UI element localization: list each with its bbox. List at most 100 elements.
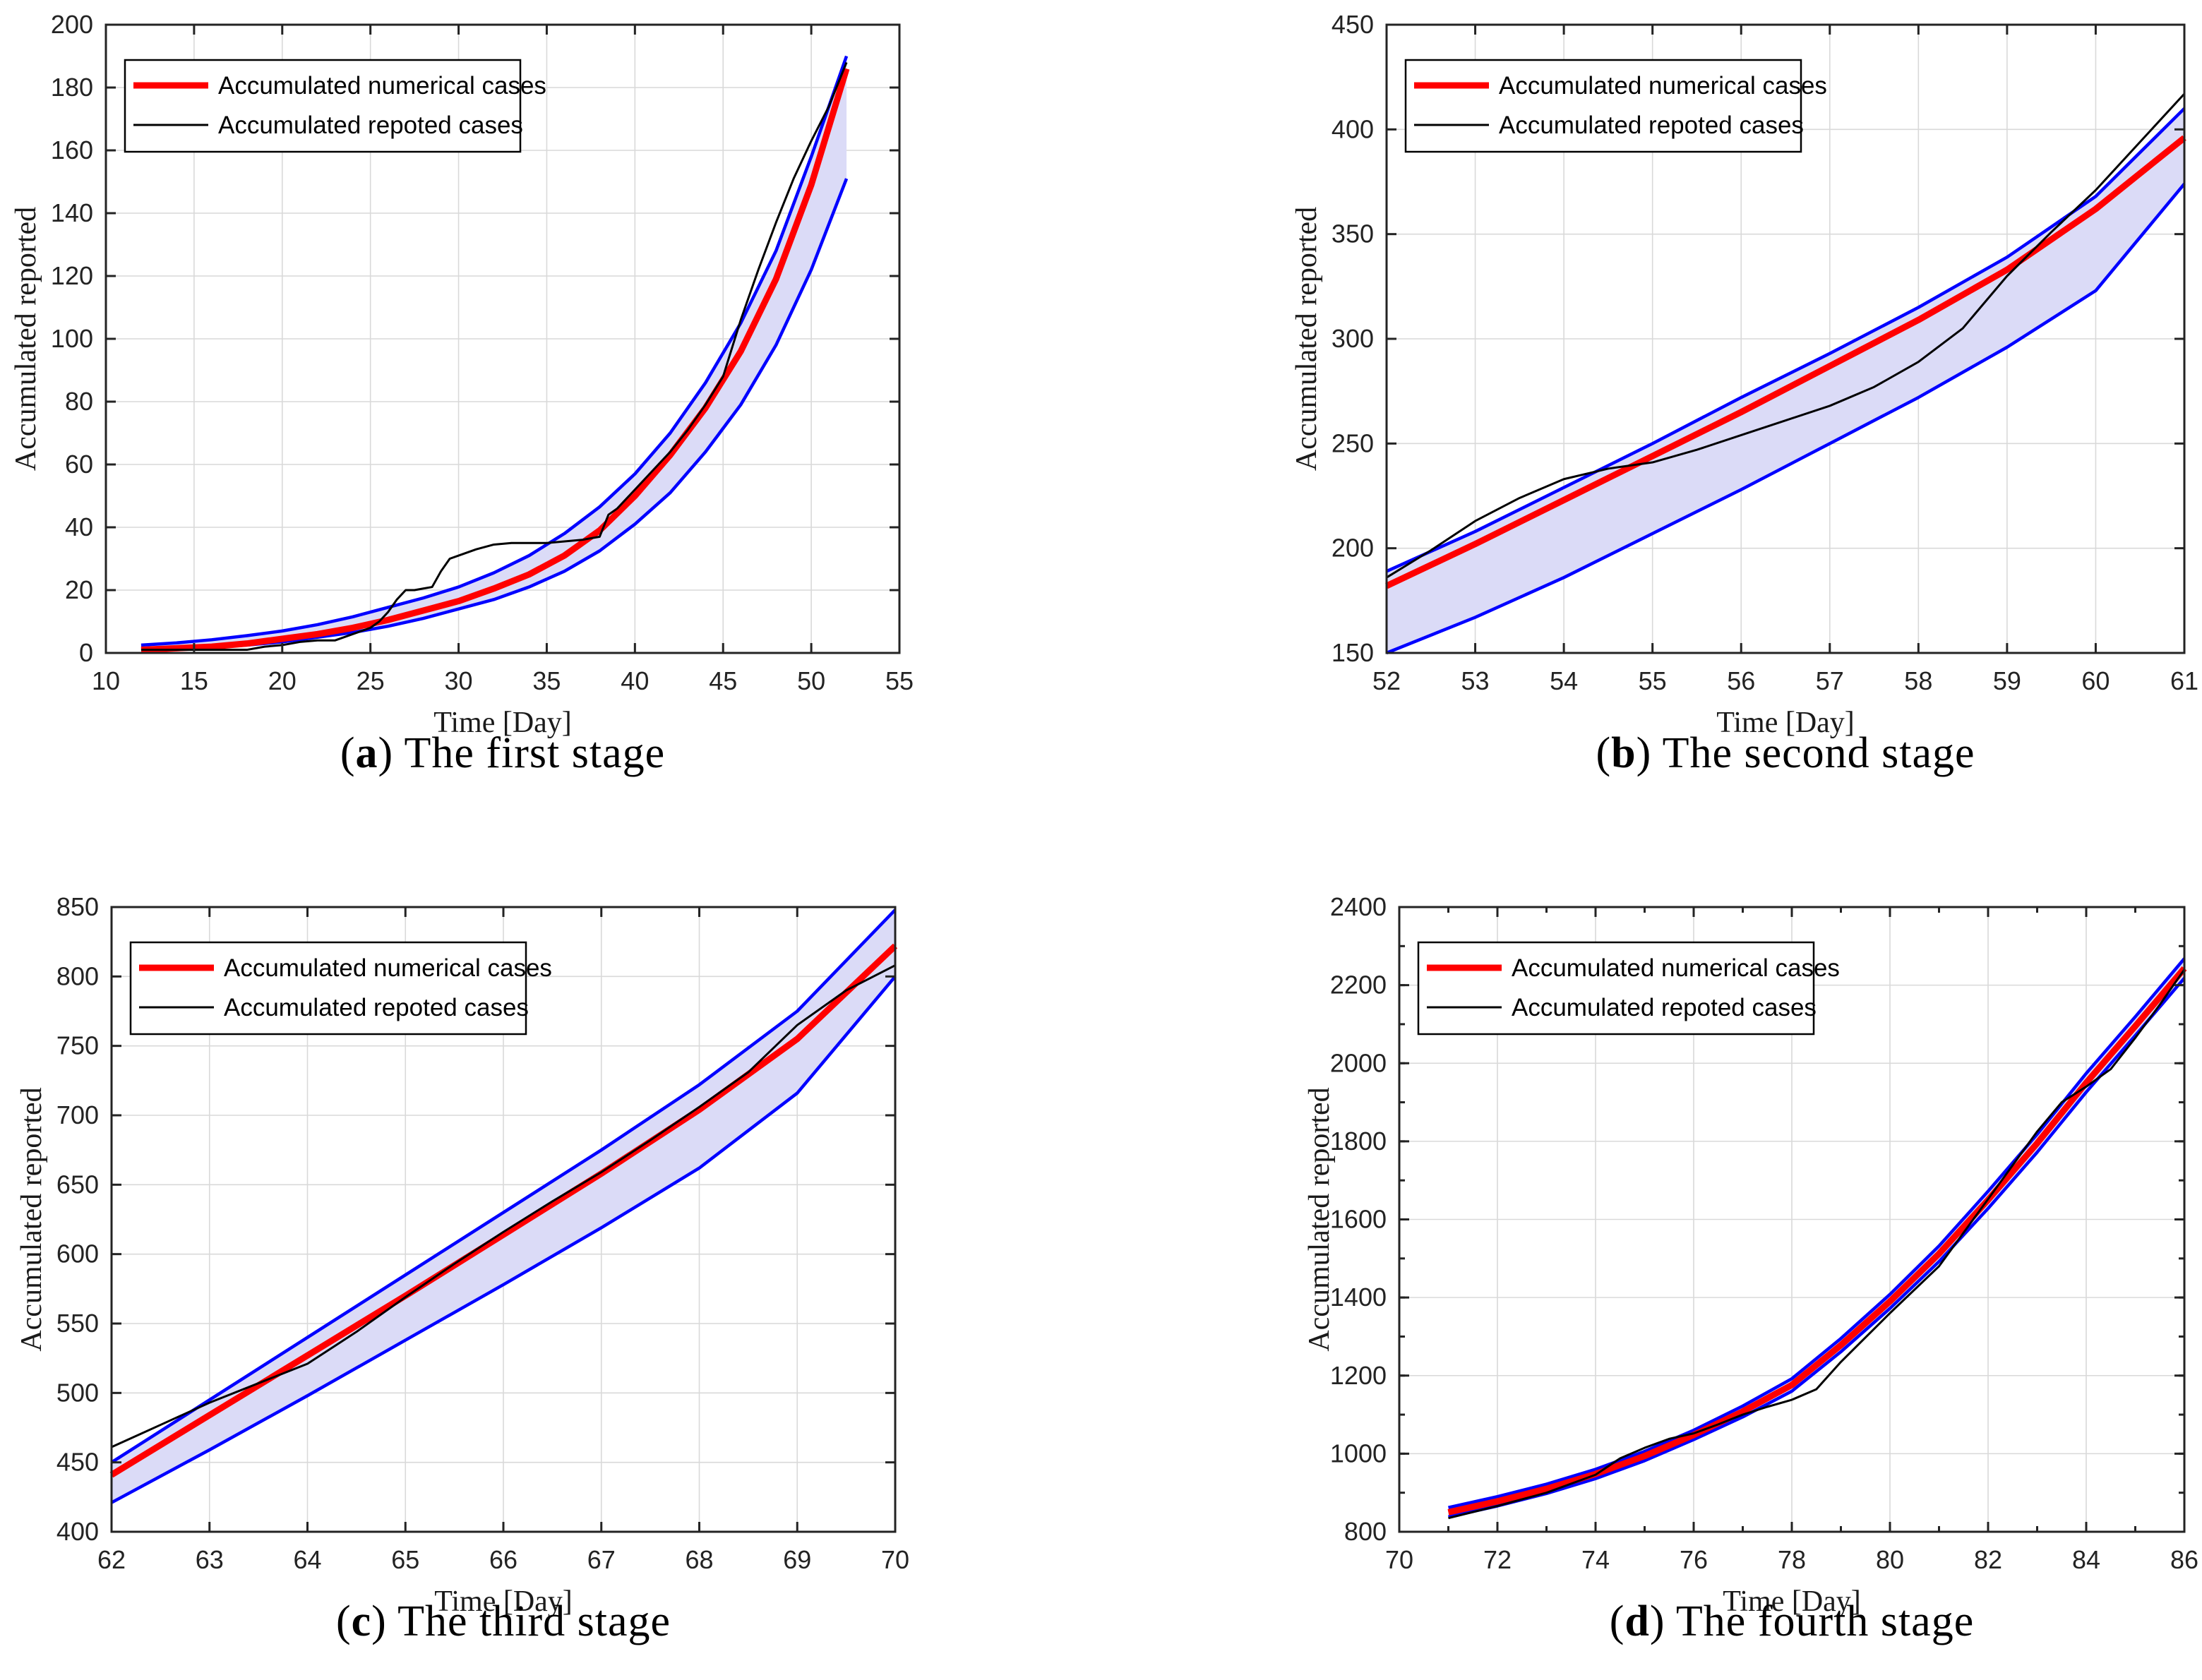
axes-box	[1398, 906, 2186, 1533]
x-tick-label: 57	[1816, 666, 1844, 695]
x-tick-label: 56	[1727, 666, 1755, 695]
tick-labels: 52 53 54 55 56 57 58 59 60 61 150 200 250 300 350 400 45…	[1332, 10, 2198, 695]
y-tick-label: 500	[56, 1378, 99, 1407]
x-tick-label: 45	[709, 666, 737, 695]
x-tick-label: 25	[357, 666, 385, 695]
x-tick-label: 80	[1876, 1545, 1904, 1574]
legend: Accumulated numerical cases Accumulated r…	[1404, 59, 1827, 153]
legend-reported-label: Accumulated repoted cases	[218, 112, 523, 139]
x-tick-label: 64	[293, 1545, 321, 1574]
x-tick-label: 53	[1461, 666, 1490, 695]
y-tick-label: 2000	[1330, 1048, 1387, 1077]
numerical-cases-line	[1447, 966, 2187, 1516]
x-tick-label: 86	[2170, 1545, 2198, 1574]
x-tick-label: 72	[1483, 1545, 1512, 1574]
x-tick-label: 76	[1680, 1545, 1708, 1574]
y-tick-label: 2400	[1330, 892, 1387, 921]
caption-text: The second stage	[1662, 729, 1975, 777]
panel-third-stage: 62 63 64 65 66 67 68 69 70 400 450 500 550 600 650 700 7…	[0, 840, 1101, 1679]
axes-box	[1385, 23, 2186, 654]
x-tick-label: 10	[92, 666, 120, 695]
x-tick-label: 78	[1778, 1545, 1806, 1574]
y-tick-label: 60	[65, 450, 93, 479]
x-tick-label: 50	[797, 666, 825, 695]
y-tick-label: 750	[56, 1031, 99, 1060]
x-tick-label: 65	[391, 1545, 419, 1574]
y-tick-label: 450	[1332, 10, 1374, 39]
y-axis-label: Accumulated reported	[1303, 1087, 1336, 1351]
legend-reported-label: Accumulated repoted cases	[224, 994, 529, 1021]
y-tick-label: 700	[56, 1100, 99, 1129]
axes-box	[110, 906, 897, 1533]
x-tick-label: 15	[180, 666, 208, 695]
y-tick-label: 100	[51, 324, 93, 353]
y-tick-label: 250	[1332, 428, 1374, 457]
numerical-cases-line	[1385, 135, 2186, 589]
legend-numerical-label: Accumulated numerical cases	[218, 72, 546, 100]
legend-box	[1404, 59, 1802, 153]
legend: Accumulated numerical cases Accumulated r…	[124, 59, 546, 153]
x-tick-label: 74	[1581, 1545, 1610, 1574]
x-tick-label: 61	[2170, 666, 2198, 695]
legend-numerical-label: Accumulated numerical cases	[1499, 72, 1827, 100]
x-tick-label: 58	[1904, 666, 1932, 695]
y-tick-label: 20	[65, 575, 93, 604]
legend: Accumulated numerical cases Accumulated r…	[129, 941, 552, 1036]
y-tick-label: 180	[51, 73, 93, 102]
y-tick-label: 1400	[1330, 1283, 1387, 1312]
legend-reported-label: Accumulated repoted cases	[1512, 994, 1817, 1021]
x-tick-label: 66	[489, 1545, 517, 1574]
caption-text: The fourth stage	[1675, 1597, 1975, 1645]
x-tick-label: 55	[885, 666, 914, 695]
legend-box	[1417, 941, 1815, 1036]
x-tick-label: 69	[783, 1545, 811, 1574]
x-tick-label: 70	[881, 1545, 909, 1574]
y-axis-label: Accumulated reported	[10, 207, 42, 471]
y-tick-label: 1000	[1330, 1439, 1387, 1468]
x-tick-label: 70	[1385, 1545, 1413, 1574]
y-tick-label: 200	[1332, 534, 1374, 563]
panel-fourth-stage: 70 72 74 76 78 80 82 84 86 800 1000 1200 1400 1600 180…	[1101, 840, 2202, 1679]
chart-svg: 70 72 74 76 78 80 82 84 86 800 1000 1200 1400 1600 180…	[1303, 892, 2198, 1618]
panel-second-stage: 52 53 54 55 56 57 58 59 60 61 150 200 250 300 350 400 45…	[1101, 0, 2202, 840]
legend-numerical-label: Accumulated numerical cases	[1512, 954, 1840, 982]
x-tick-label: 55	[1639, 666, 1667, 695]
chart-svg: 52 53 54 55 56 57 58 59 60 61 150 200 250 300 350 400 45…	[1291, 10, 2198, 739]
y-tick-label: 80	[65, 387, 93, 416]
y-axis-label: Accumulated reported	[1291, 207, 1323, 471]
band-lower-edge	[1386, 183, 2186, 655]
x-tick-label: 20	[268, 666, 297, 695]
caption-paren-open: (	[1609, 1597, 1625, 1645]
y-tick-label: 150	[1332, 638, 1374, 667]
caption-paren-close: )	[378, 729, 405, 777]
x-tick-label: 30	[445, 666, 473, 695]
legend-reported-label: Accumulated repoted cases	[1499, 112, 1804, 139]
band-lower-edge	[1448, 977, 2186, 1519]
y-tick-label: 600	[56, 1240, 99, 1268]
x-axis-label: Time [Day]	[1723, 1585, 1861, 1618]
y-tick-label: 1800	[1330, 1127, 1387, 1156]
y-tick-label: 400	[56, 1517, 99, 1546]
reported-cases-line	[1448, 968, 2186, 1520]
numerical-cases-line	[109, 943, 898, 1478]
y-tick-label: 200	[51, 10, 93, 39]
x-axis-label: Time [Day]	[433, 707, 572, 739]
reported-cases-line	[111, 964, 896, 1448]
y-tick-label: 120	[51, 261, 93, 290]
tick-labels: 62 63 64 65 66 67 68 69 70 400 450 500 550 600 650 700 7…	[56, 892, 909, 1574]
y-tick-label: 850	[56, 892, 99, 921]
legend: Accumulated numerical cases Accumulated r…	[1417, 941, 1840, 1036]
x-tick-label: 35	[532, 666, 561, 695]
x-tick-label: 62	[97, 1545, 126, 1574]
band-upper-edge	[140, 55, 849, 647]
caption-paren-close: )	[1636, 729, 1663, 777]
numerical-cases-line	[140, 67, 850, 654]
x-tick-label: 67	[587, 1545, 616, 1574]
caption-paren-close: )	[1649, 1597, 1676, 1645]
y-tick-label: 650	[56, 1170, 99, 1199]
reported-cases-line	[1386, 92, 2186, 579]
y-axis-label: Accumulated reported	[16, 1087, 48, 1351]
band-upper-edge	[110, 908, 897, 1464]
y-tick-label: 1200	[1330, 1361, 1387, 1390]
